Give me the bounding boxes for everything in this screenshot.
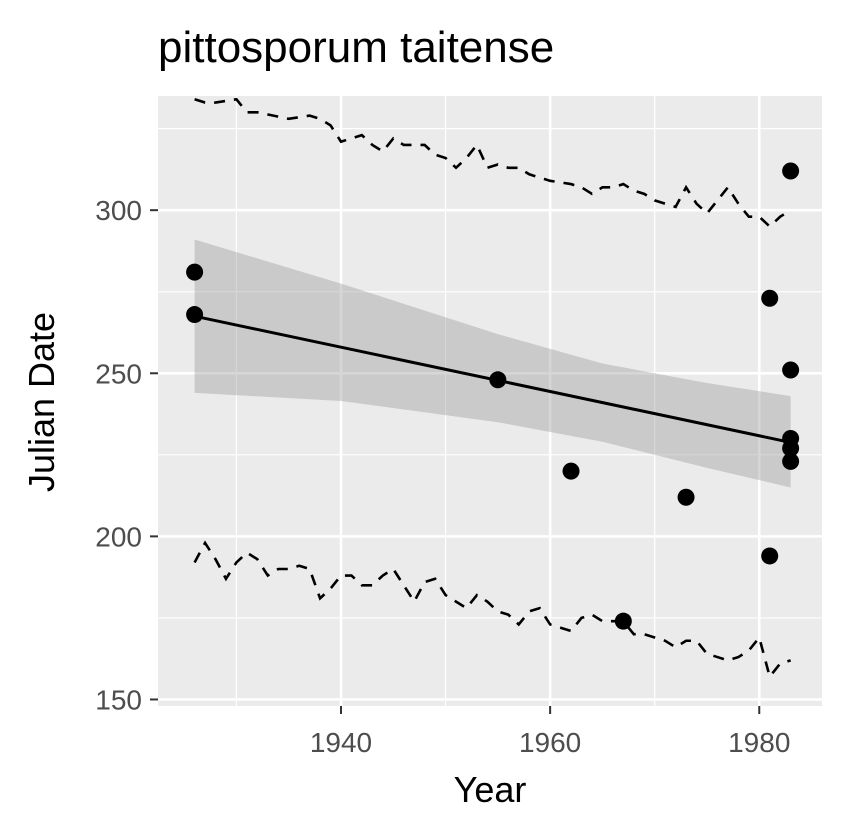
y-tick-label: 200 [95, 521, 142, 552]
x-tick-label: 1960 [519, 727, 581, 758]
data-point [186, 263, 204, 281]
data-point [782, 439, 800, 457]
major-gridlines [158, 96, 822, 706]
data-point [677, 488, 695, 506]
points-layer [186, 162, 800, 630]
data-point [614, 612, 632, 630]
minor-gridlines [158, 96, 822, 706]
data-point [782, 452, 800, 470]
data-point [186, 306, 204, 324]
data-point [489, 371, 507, 389]
upper-dashed-line [194, 97, 792, 229]
confidence-band-layer [194, 239, 791, 488]
data-point [562, 462, 580, 480]
data-point [761, 289, 779, 307]
lower-dashed-line [193, 540, 792, 680]
y-tick-label: 300 [95, 195, 142, 226]
y-tick-label: 250 [95, 358, 142, 389]
y-axis: 150 200 250 300 [95, 195, 158, 715]
dashed-bounds-layer [193, 97, 792, 680]
data-point [761, 547, 779, 565]
data-point [782, 162, 800, 180]
x-tick-label: 1940 [310, 727, 372, 758]
confidence-band [194, 239, 791, 488]
x-axis-title: Year [454, 769, 527, 810]
chart-title: pittosporum taitense [158, 23, 554, 72]
y-tick-label: 150 [95, 684, 142, 715]
x-tick-label: 1980 [728, 727, 790, 758]
x-axis: 1940 1960 1980 [310, 706, 790, 758]
data-point [782, 361, 800, 379]
y-axis-title: Julian Date [21, 312, 62, 492]
